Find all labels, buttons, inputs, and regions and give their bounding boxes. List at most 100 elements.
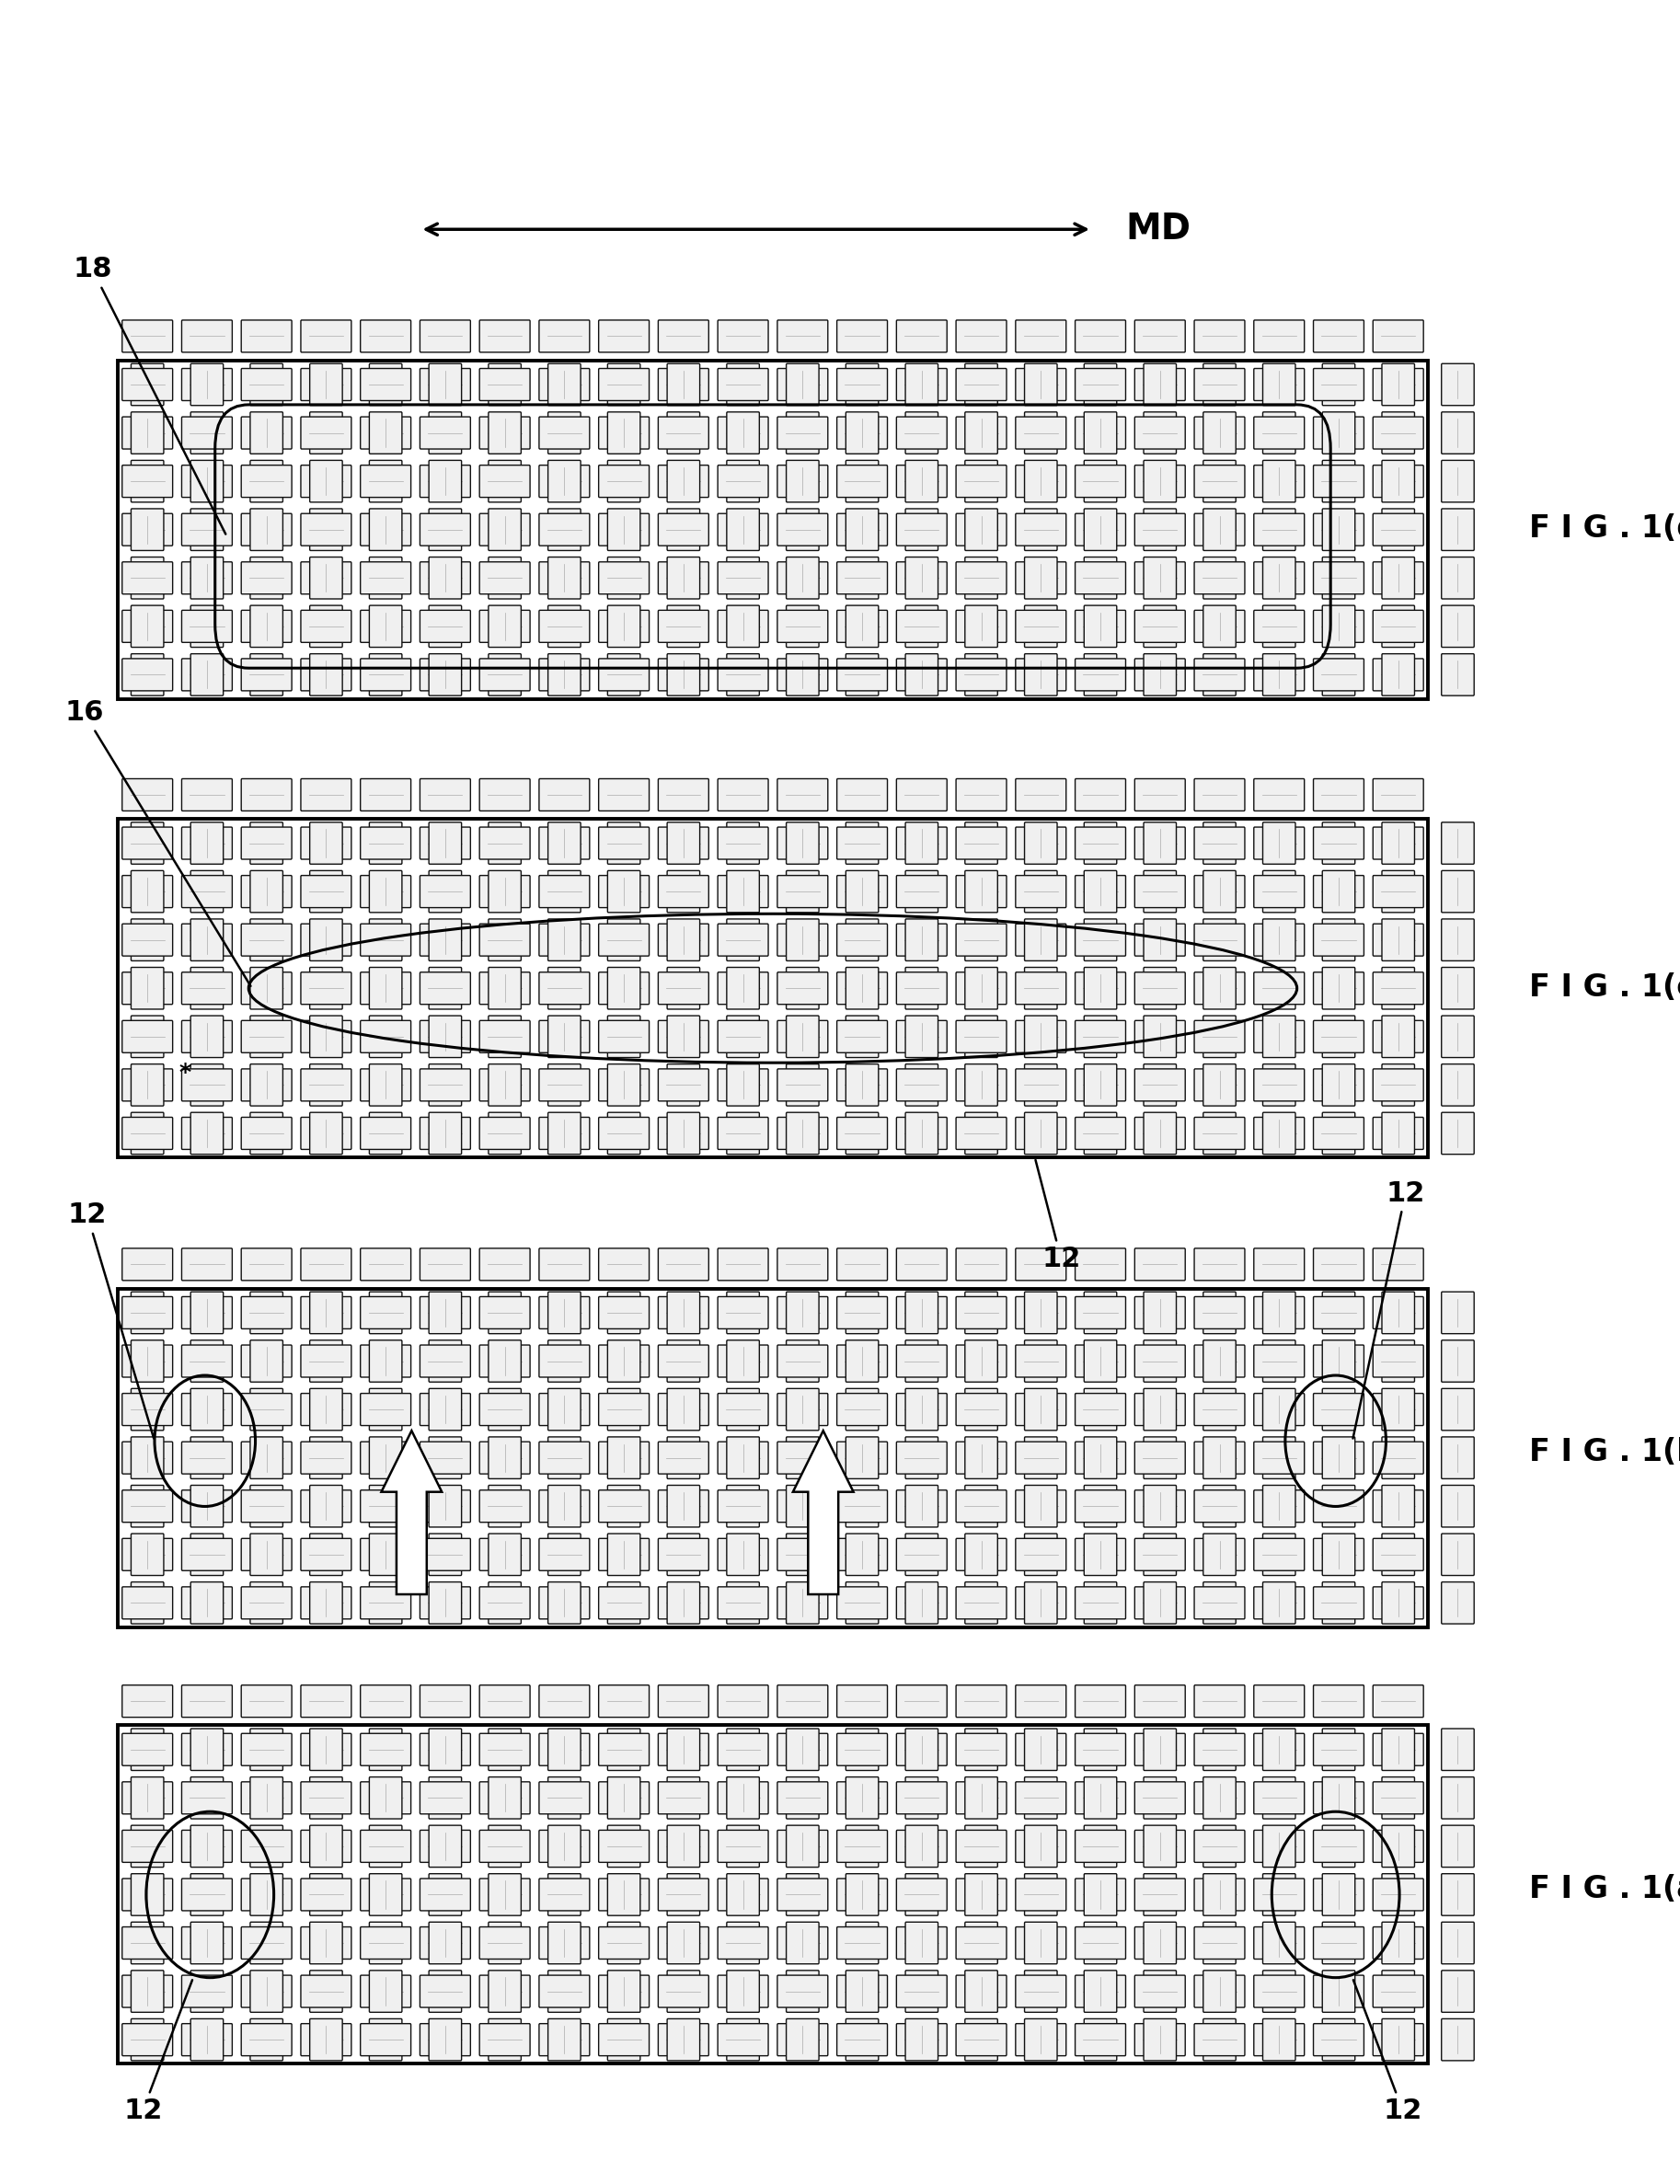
FancyBboxPatch shape: [370, 605, 402, 646]
FancyBboxPatch shape: [1383, 1970, 1415, 2011]
FancyBboxPatch shape: [1025, 1778, 1057, 1819]
FancyBboxPatch shape: [242, 369, 292, 400]
FancyBboxPatch shape: [608, 1778, 640, 1819]
FancyBboxPatch shape: [837, 1782, 887, 1815]
FancyBboxPatch shape: [906, 461, 937, 502]
FancyBboxPatch shape: [1441, 919, 1473, 961]
FancyBboxPatch shape: [667, 1389, 701, 1431]
FancyBboxPatch shape: [309, 968, 343, 1009]
FancyBboxPatch shape: [598, 1441, 648, 1474]
FancyBboxPatch shape: [667, 919, 701, 961]
FancyBboxPatch shape: [1134, 369, 1184, 400]
FancyBboxPatch shape: [1441, 2018, 1473, 2062]
FancyBboxPatch shape: [1016, 1782, 1067, 1815]
FancyBboxPatch shape: [131, 871, 163, 913]
FancyBboxPatch shape: [1084, 605, 1117, 646]
FancyBboxPatch shape: [1075, 465, 1126, 498]
FancyBboxPatch shape: [1025, 1064, 1057, 1105]
Text: F I G . 1(d): F I G . 1(d): [1529, 513, 1680, 544]
FancyBboxPatch shape: [131, 1112, 163, 1155]
FancyBboxPatch shape: [539, 1782, 590, 1815]
FancyBboxPatch shape: [181, 828, 232, 858]
FancyBboxPatch shape: [667, 2018, 701, 2062]
FancyBboxPatch shape: [301, 1830, 351, 1863]
Text: F I G . 1(a): F I G . 1(a): [1529, 1874, 1680, 1904]
FancyBboxPatch shape: [1144, 1389, 1176, 1431]
FancyBboxPatch shape: [1075, 561, 1126, 594]
FancyBboxPatch shape: [717, 660, 768, 690]
FancyBboxPatch shape: [1253, 1878, 1304, 1911]
FancyBboxPatch shape: [964, 1016, 998, 1057]
FancyBboxPatch shape: [190, 919, 223, 961]
FancyBboxPatch shape: [301, 1489, 351, 1522]
Bar: [118, 819, 1428, 1158]
FancyBboxPatch shape: [778, 369, 828, 400]
FancyBboxPatch shape: [659, 1734, 709, 1765]
FancyBboxPatch shape: [489, 1778, 521, 1819]
FancyBboxPatch shape: [837, 1686, 887, 1717]
FancyBboxPatch shape: [837, 660, 887, 690]
FancyBboxPatch shape: [598, 1297, 648, 1328]
FancyBboxPatch shape: [1253, 321, 1304, 352]
FancyBboxPatch shape: [1441, 1970, 1473, 2011]
FancyBboxPatch shape: [1203, 653, 1236, 697]
FancyBboxPatch shape: [1075, 972, 1126, 1005]
FancyBboxPatch shape: [420, 780, 470, 810]
FancyBboxPatch shape: [190, 2018, 223, 2062]
FancyBboxPatch shape: [837, 1538, 887, 1570]
FancyBboxPatch shape: [717, 2025, 768, 2055]
FancyBboxPatch shape: [1322, 1016, 1356, 1057]
FancyBboxPatch shape: [1383, 461, 1415, 502]
FancyBboxPatch shape: [539, 1830, 590, 1863]
FancyBboxPatch shape: [786, 1922, 818, 1963]
FancyBboxPatch shape: [1016, 1926, 1067, 1959]
FancyBboxPatch shape: [1253, 972, 1304, 1005]
FancyBboxPatch shape: [250, 1970, 282, 2011]
FancyBboxPatch shape: [539, 1068, 590, 1101]
FancyBboxPatch shape: [717, 1297, 768, 1328]
FancyBboxPatch shape: [1383, 1016, 1415, 1057]
FancyBboxPatch shape: [1134, 1782, 1184, 1815]
FancyBboxPatch shape: [1075, 1118, 1126, 1149]
FancyBboxPatch shape: [190, 1778, 223, 1819]
FancyBboxPatch shape: [1383, 605, 1415, 646]
FancyBboxPatch shape: [1025, 1016, 1057, 1057]
FancyBboxPatch shape: [181, 513, 232, 546]
FancyBboxPatch shape: [1144, 968, 1176, 1009]
FancyBboxPatch shape: [370, 1581, 402, 1625]
FancyBboxPatch shape: [1016, 417, 1067, 450]
FancyBboxPatch shape: [786, 1826, 818, 1867]
FancyBboxPatch shape: [1134, 1297, 1184, 1328]
FancyBboxPatch shape: [1263, 605, 1295, 646]
FancyBboxPatch shape: [1194, 972, 1245, 1005]
FancyBboxPatch shape: [131, 2018, 163, 2062]
FancyBboxPatch shape: [1016, 1441, 1067, 1474]
FancyBboxPatch shape: [489, 1016, 521, 1057]
FancyBboxPatch shape: [1203, 919, 1236, 961]
FancyBboxPatch shape: [1075, 1249, 1126, 1280]
FancyBboxPatch shape: [1253, 1393, 1304, 1426]
FancyBboxPatch shape: [489, 1485, 521, 1527]
FancyBboxPatch shape: [598, 321, 648, 352]
FancyBboxPatch shape: [539, 972, 590, 1005]
FancyBboxPatch shape: [131, 1778, 163, 1819]
FancyBboxPatch shape: [548, 1778, 581, 1819]
FancyBboxPatch shape: [479, 1345, 529, 1378]
FancyBboxPatch shape: [131, 363, 163, 406]
FancyBboxPatch shape: [778, 924, 828, 957]
FancyBboxPatch shape: [301, 1249, 351, 1280]
FancyBboxPatch shape: [786, 1341, 818, 1382]
FancyBboxPatch shape: [370, 1485, 402, 1527]
FancyBboxPatch shape: [897, 1441, 948, 1474]
FancyBboxPatch shape: [1084, 1826, 1117, 1867]
FancyBboxPatch shape: [489, 1874, 521, 1915]
FancyBboxPatch shape: [428, 2018, 462, 2062]
FancyBboxPatch shape: [181, 1489, 232, 1522]
FancyBboxPatch shape: [1134, 1489, 1184, 1522]
FancyBboxPatch shape: [1322, 461, 1356, 502]
FancyBboxPatch shape: [1016, 1345, 1067, 1378]
FancyBboxPatch shape: [837, 369, 887, 400]
FancyBboxPatch shape: [1134, 465, 1184, 498]
FancyBboxPatch shape: [1016, 1974, 1067, 2007]
FancyBboxPatch shape: [786, 1581, 818, 1625]
